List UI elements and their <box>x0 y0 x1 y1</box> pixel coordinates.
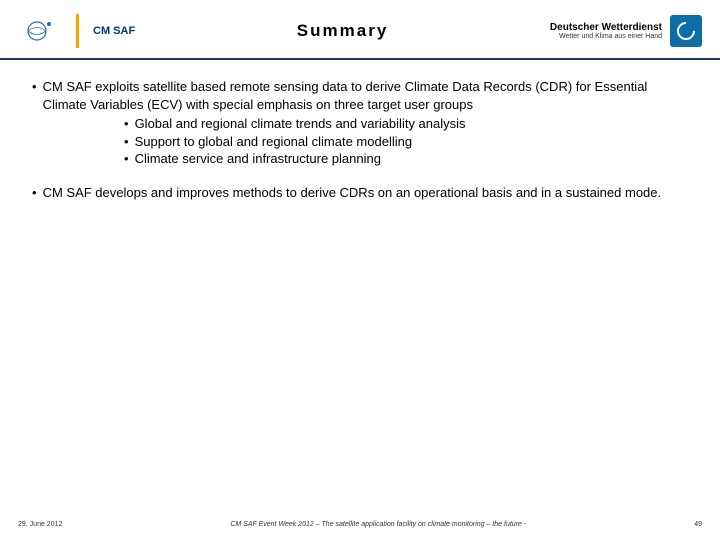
header-left: CM SAF <box>18 13 135 49</box>
cmsaf-logo: CM SAF <box>91 25 135 37</box>
bullet-marker: • <box>32 78 37 113</box>
sub-bullet: • Global and regional climate trends and… <box>124 115 692 133</box>
footer-page: 49 <box>694 521 702 528</box>
dwd-main: Deutscher Wetterdienst <box>550 22 662 33</box>
footer-date: 29. June 2012 <box>18 521 62 528</box>
content: • CM SAF exploits satellite based remote… <box>0 60 720 201</box>
footer: 29. June 2012 CM SAF Event Week 2012 – T… <box>0 521 720 528</box>
bullet-1-text: CM SAF exploits satellite based remote s… <box>43 78 692 113</box>
sub-bullet-text: Support to global and regional climate m… <box>135 133 413 151</box>
footer-center: CM SAF Event Week 2012 – The satellite a… <box>62 521 694 528</box>
bullet-2: • CM SAF develops and improves methods t… <box>28 184 692 202</box>
bullet-1-subs: • Global and regional climate trends and… <box>124 115 692 168</box>
bullet-marker: • <box>124 115 129 133</box>
bullet-marker: • <box>32 184 37 202</box>
page-title: Summary <box>135 21 550 41</box>
sub-bullet: • Climate service and infrastructure pla… <box>124 150 692 168</box>
sub-bullet: • Support to global and regional climate… <box>124 133 692 151</box>
cmsaf-logo-text: CM SAF <box>93 25 135 37</box>
eumetsat-logo <box>18 13 64 49</box>
bullet-1: • CM SAF exploits satellite based remote… <box>28 78 692 168</box>
dwd-logo-icon <box>670 15 702 47</box>
bullet-2-text: CM SAF develops and improves methods to … <box>43 184 662 202</box>
bullet-marker: • <box>124 133 129 151</box>
bullet-marker: • <box>124 150 129 168</box>
header-right: Deutscher Wetterdienst Wetter und Klima … <box>550 15 702 47</box>
logo-divider <box>76 14 79 48</box>
header: CM SAF Summary Deutscher Wetterdienst We… <box>0 0 720 58</box>
sub-bullet-text: Global and regional climate trends and v… <box>135 115 466 133</box>
dwd-text: Deutscher Wetterdienst Wetter und Klima … <box>550 22 662 40</box>
sub-bullet-text: Climate service and infrastructure plann… <box>135 150 381 168</box>
dwd-sub: Wetter und Klima aus einer Hand <box>559 33 662 40</box>
